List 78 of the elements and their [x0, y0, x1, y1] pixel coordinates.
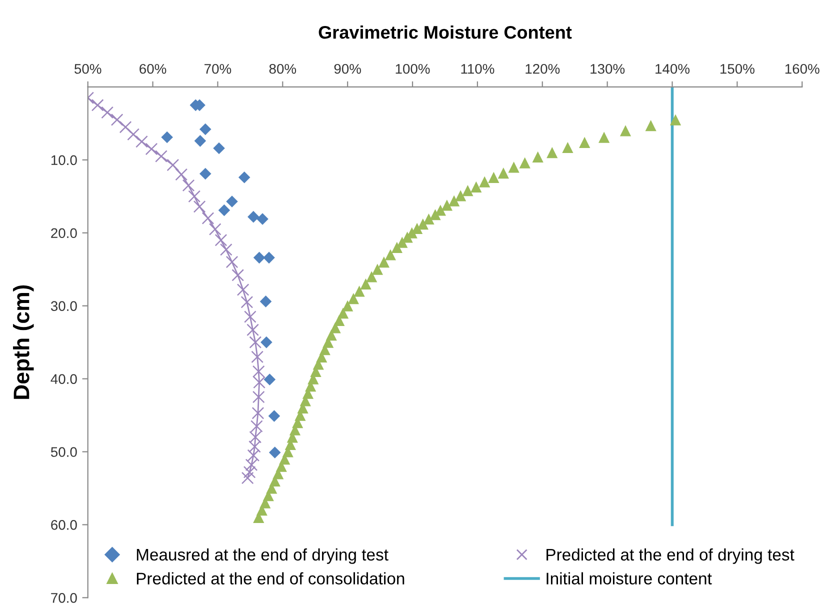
y-tick-label: 50.0 [50, 447, 77, 457]
point [252, 390, 265, 404]
point [241, 472, 254, 484]
point [208, 223, 222, 236]
point [238, 172, 250, 184]
point [247, 449, 260, 462]
x-tick-label: 150% [720, 64, 754, 74]
x-tick-label: 60% [140, 64, 166, 74]
point [194, 135, 206, 147]
y-tick-label: 60.0 [51, 520, 77, 530]
y-tick-label: 40.0 [50, 374, 77, 384]
point [213, 142, 225, 154]
point [249, 430, 262, 444]
point [260, 296, 272, 308]
legend-label: Predicted at the end of drying test [546, 548, 794, 564]
legend-label: Meausred at the end of drying test [136, 548, 388, 564]
point [214, 234, 228, 246]
point [263, 252, 275, 264]
point [248, 440, 261, 453]
point [268, 410, 280, 422]
point [155, 150, 168, 162]
point [199, 168, 212, 180]
point [245, 458, 258, 472]
point [119, 120, 132, 134]
point [252, 365, 265, 378]
point [251, 350, 264, 364]
point [250, 420, 263, 432]
x-tick-label: 70% [204, 64, 232, 74]
point [188, 190, 201, 203]
point [218, 204, 230, 216]
point [253, 376, 266, 389]
point [220, 243, 232, 256]
point [226, 196, 238, 208]
x-axis-title: Gravimetric Moisture Content [318, 25, 572, 39]
point [236, 284, 250, 296]
legend-label: Initial moisture content [546, 572, 712, 584]
x-tick-label: 140% [656, 64, 690, 74]
x-tick-label: 120% [526, 64, 560, 74]
y-tick-label: 30.0 [50, 301, 77, 311]
x-tick-label: 50% [74, 64, 102, 74]
x-tick-label: 160% [785, 64, 820, 74]
point [91, 99, 104, 112]
y-tick-label: 10.0 [51, 155, 77, 166]
point [264, 374, 276, 386]
y-tick-label: 70.0 [51, 593, 77, 603]
point [232, 269, 244, 282]
point [268, 446, 281, 458]
point [226, 256, 238, 268]
x-tick-label: 100% [396, 64, 430, 74]
point [182, 179, 195, 192]
y-axis-title: Depth (cm) [13, 285, 34, 399]
point [253, 252, 266, 264]
point [256, 213, 268, 225]
point [145, 142, 158, 156]
point [166, 158, 180, 172]
x-tick-label: 90% [334, 64, 361, 74]
point [260, 336, 272, 348]
point [240, 296, 254, 308]
point [161, 131, 173, 144]
y-tick-label: 20.0 [51, 228, 77, 238]
point [193, 200, 206, 213]
point [136, 135, 148, 148]
point [244, 310, 256, 323]
point [248, 210, 260, 223]
point [243, 466, 256, 478]
point [175, 168, 188, 181]
x-tick-label: 80% [269, 64, 296, 74]
legend-label: Predicted at the end of consolidation [136, 572, 404, 584]
point [249, 336, 262, 348]
point [199, 123, 212, 136]
point [110, 114, 124, 126]
x-tick-label: 130% [590, 64, 625, 74]
x-tick-label: 110% [461, 64, 494, 74]
point [246, 324, 259, 336]
point [101, 106, 114, 119]
point [252, 406, 264, 420]
point [202, 212, 214, 224]
point [127, 128, 140, 141]
